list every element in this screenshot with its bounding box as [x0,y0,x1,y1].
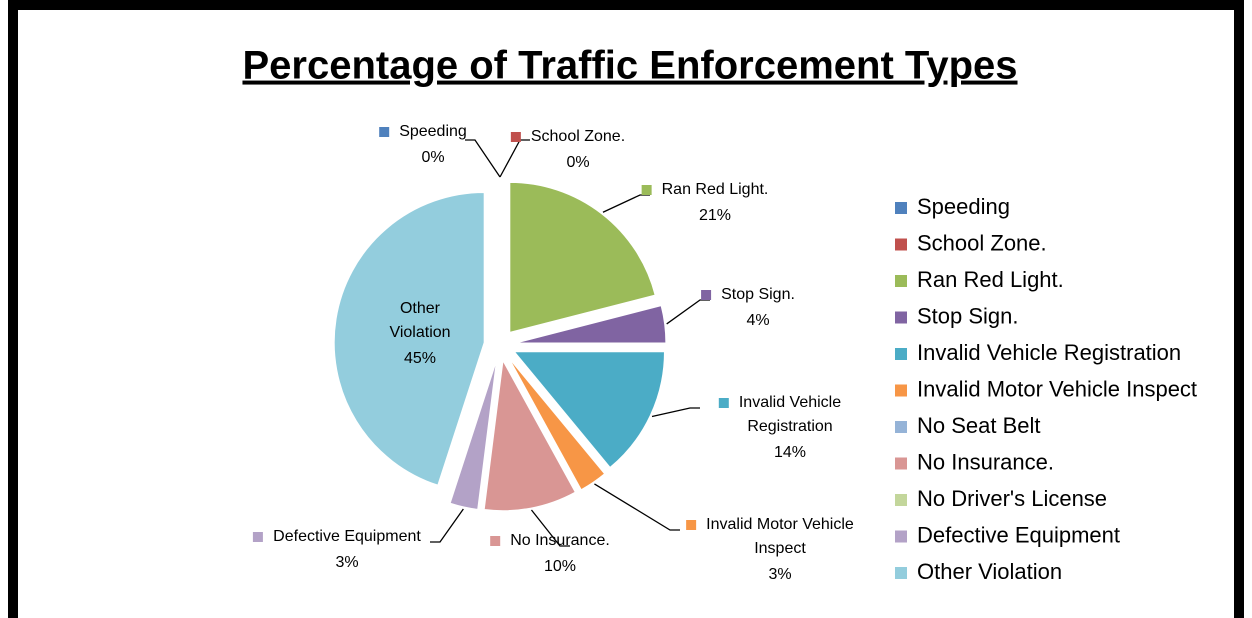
data-label-name: Invalid Vehicle Registration [739,394,841,435]
data-label-value: 45% [404,350,436,367]
legend-label: No Driver's License [917,486,1107,511]
legend-key [895,530,907,543]
chart-title: Percentage of Traffic Enforcement Types [242,44,1017,88]
data-label-key [252,532,263,542]
legend-key [895,275,907,287]
data-label-key [641,185,652,195]
legend-key [895,421,907,433]
pie-slice [508,357,606,491]
legend-key [895,311,907,324]
legend-label: Invalid Vehicle Registration [917,340,1181,365]
pie-slice [333,191,485,486]
data-label-value: 3% [768,566,791,583]
data-label-value: 0% [421,149,444,166]
pie-slice [515,305,667,344]
data-label-key [701,290,712,300]
pie-slice [449,360,498,510]
leader-line [651,407,700,418]
legend-label: Speeding [917,194,1010,219]
legend-label: No Insurance. [917,449,1054,474]
legend-label: Stop Sign. [917,303,1019,328]
data-label-value: 0% [566,154,589,171]
data-label-key [490,536,501,546]
data-label-name: Defective Equipment [273,528,421,545]
legend-label: Defective Equipment [917,522,1120,547]
data-label-value: 10% [544,558,576,575]
pie-slice [509,181,656,334]
legend-key [895,384,907,397]
legend-key [895,202,907,214]
leader-line [430,508,464,543]
leader-line [530,509,570,547]
chart-frame [8,0,1244,618]
data-label-name: No Insurance. [510,532,610,549]
pie-slice [483,359,576,512]
data-label-name: Other Violation [389,300,450,341]
pie-slice [478,360,499,510]
data-label-key [379,127,390,137]
data-label-key [686,520,697,530]
data-label-name: School Zone. [531,128,625,145]
data-label-name: Stop Sign. [721,286,795,303]
pie-slice [513,351,665,469]
legend-label: Ran Red Light. [917,267,1064,292]
data-label-key [718,398,729,408]
legend-key [895,348,907,360]
data-label-name: Speeding [399,123,467,140]
legend-key [895,494,907,506]
data-label-name: Ran Red Light. [662,181,769,198]
legend-label: Other Violation [917,559,1062,584]
data-label-value: 14% [774,444,806,461]
data-label-value: 21% [699,207,731,224]
leader-line [465,139,501,178]
data-label-name: Invalid Motor Vehicle Inspect [706,516,854,557]
legend-label: School Zone. [917,230,1047,255]
data-label-value: 3% [335,554,358,571]
legend-key [895,238,907,251]
legend-key [895,457,907,470]
data-label-value: 4% [746,312,769,329]
legend-label: No Seat Belt [917,413,1041,438]
legend-label: Invalid Motor Vehicle Inspect [917,376,1197,401]
data-label-key [510,132,521,142]
leader-line [594,483,680,531]
legend-key [895,567,907,579]
